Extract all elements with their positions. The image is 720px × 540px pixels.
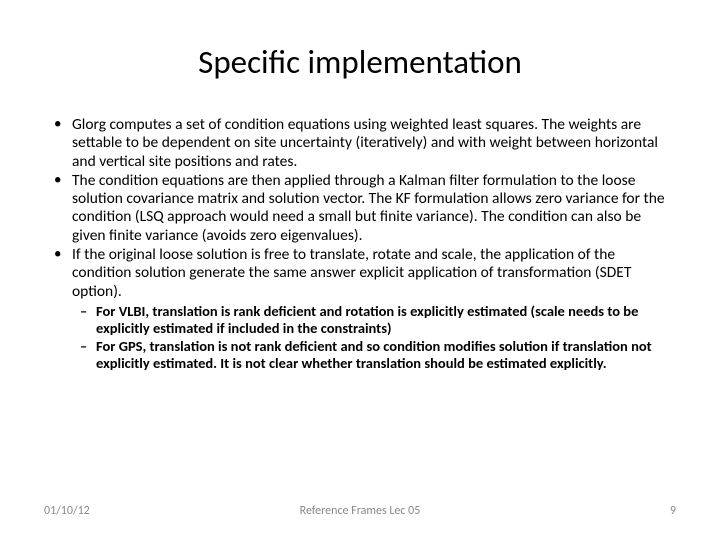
footer-date: 01/10/12	[44, 504, 90, 518]
footer: 01/10/12 Reference Frames Lec 05 9	[0, 504, 720, 518]
sub-bullet-list: For VLBI, translation is rank deficient …	[44, 303, 676, 372]
bullet-item: Glorg computes a set of condition equati…	[44, 116, 676, 171]
bullet-list: Glorg computes a set of condition equati…	[44, 116, 676, 301]
sub-bullet-item: For GPS, translation is not rank deficie…	[44, 338, 676, 372]
footer-page-number: 9	[670, 504, 676, 518]
slide-title: Specific implementation	[44, 42, 676, 82]
footer-center: Reference Frames Lec 05	[0, 504, 720, 518]
slide: Specific implementation Glorg computes a…	[0, 0, 720, 540]
bullet-item: The condition equations are then applied…	[44, 172, 676, 245]
bullet-item: If the original loose solution is free t…	[44, 246, 676, 301]
sub-bullet-item: For VLBI, translation is rank deficient …	[44, 303, 676, 337]
